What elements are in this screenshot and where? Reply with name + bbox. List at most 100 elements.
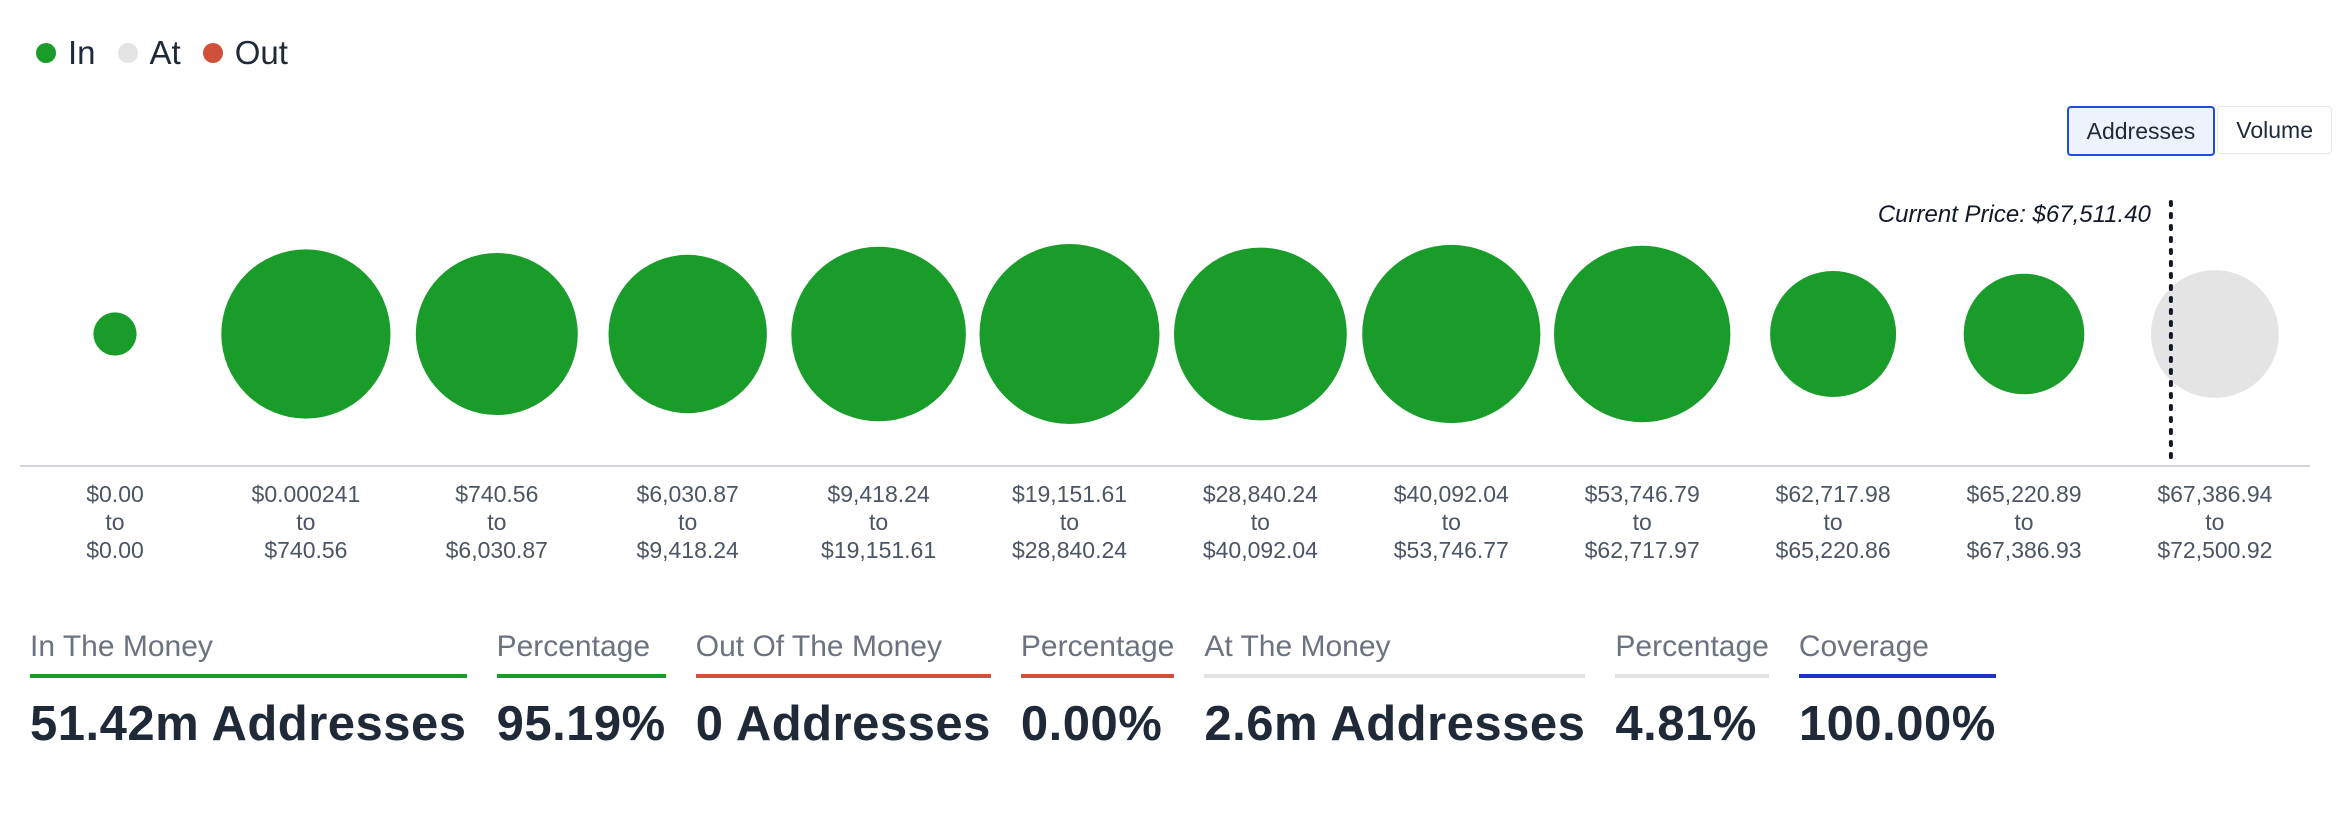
tick-to: $62,717.97 — [1585, 537, 1700, 563]
tick-from: $6,030.87 — [637, 481, 739, 507]
legend-dot-out — [202, 43, 223, 63]
tick-to-word: to — [105, 509, 124, 535]
stat-label: Percentage — [496, 630, 651, 663]
tick-to: $65,220.86 — [1776, 537, 1891, 563]
bubble-3[interactable] — [415, 253, 578, 415]
legend-item-in[interactable]: In — [36, 34, 96, 72]
x-tick-label: $0.000241 to $740.56 — [252, 481, 361, 563]
stat-label: Out Of The Money — [695, 630, 942, 663]
volume-button[interactable]: Volume — [2217, 106, 2332, 154]
stat-out-percentage: Percentage 0.00% — [1020, 630, 1175, 752]
tick-to: $0.00 — [86, 537, 144, 563]
bubble-8[interactable] — [1362, 244, 1541, 424]
tick-to-word: to — [1633, 509, 1652, 535]
x-tick-label: $53,746.79 to $62,717.97 — [1585, 481, 1700, 563]
x-tick-label: $65,220.89 to $67,386.93 — [1966, 481, 2081, 563]
stat-at-percentage: Percentage 4.81% — [1615, 630, 1769, 752]
stat-bar — [30, 674, 467, 678]
chart-legend: In At Out — [36, 34, 310, 72]
x-tick-label: $19,151.61 to $28,840.24 — [1012, 481, 1127, 563]
stat-at-the-money: At The Money 2.6m Addresses — [1204, 630, 1586, 752]
stats-row: In The Money 51.42m Addresses Percentage… — [30, 630, 2026, 752]
stat-value: 2.6m Addresses — [1204, 697, 1586, 751]
stat-in-percentage: Percentage 95.19% — [496, 630, 666, 752]
legend-label-out: Out — [234, 34, 288, 71]
tick-from: $19,151.61 — [1012, 481, 1127, 507]
x-tick-label: $9,418.24 to $19,151.61 — [821, 481, 936, 563]
tick-to-word: to — [1824, 509, 1843, 535]
tick-to: $9,418.24 — [637, 537, 740, 563]
x-tick-label: $62,717.98 to $65,220.86 — [1776, 481, 1891, 563]
x-tick-label: $0.00 to $0.00 — [86, 481, 144, 563]
legend-label-in: In — [68, 34, 96, 71]
stat-value: 0.00% — [1020, 697, 1163, 751]
stat-label: In The Money — [30, 630, 213, 663]
tick-to: $72,500.92 — [2157, 537, 2272, 563]
metric-toggle: Addresses Volume — [2065, 106, 2332, 156]
tick-to: $740.56 — [264, 537, 347, 563]
tick-to: $28,840.24 — [1012, 537, 1127, 563]
stat-label: Percentage — [1020, 630, 1175, 663]
stat-value: 0 Addresses — [695, 697, 991, 751]
tick-to: $40,092.04 — [1203, 537, 1318, 563]
tick-from: $40,092.04 — [1394, 481, 1509, 507]
bubble-1[interactable] — [93, 312, 137, 356]
tick-to-word: to — [2014, 509, 2033, 535]
stat-value: 51.42m Addresses — [30, 697, 467, 751]
tick-from: $53,746.79 — [1585, 481, 1700, 507]
tick-to-word: to — [296, 509, 315, 535]
tick-to-word: to — [678, 509, 697, 535]
bubble-2[interactable] — [221, 249, 391, 419]
bubble-10[interactable] — [1770, 271, 1897, 397]
legend-label-at: At — [149, 34, 181, 71]
tick-to: $19,151.61 — [821, 537, 936, 563]
x-tick-label: $6,030.87 to $9,418.24 — [637, 481, 740, 563]
x-tick-label: $28,840.24 to $40,092.04 — [1203, 481, 1318, 563]
tick-to: $53,746.77 — [1394, 537, 1509, 563]
bubble-7[interactable] — [1174, 247, 1347, 421]
stat-out-of-the-money: Out Of The Money 0 Addresses — [695, 630, 991, 752]
current-price-label: Current Price: $67,511.40 — [1878, 201, 2152, 228]
stat-label: At The Money — [1204, 630, 1391, 663]
tick-from: $28,840.24 — [1203, 481, 1318, 507]
stat-value: 95.19% — [496, 697, 666, 751]
x-tick-label: $67,386.94 to $72,500.92 — [2157, 481, 2272, 563]
stat-value: 4.81% — [1615, 697, 1757, 751]
tick-to-word: to — [1442, 509, 1461, 535]
bubble-9[interactable] — [1554, 245, 1731, 423]
stat-bar — [1615, 674, 1769, 678]
legend-dot-in — [36, 43, 56, 63]
bubble-4[interactable] — [608, 254, 767, 414]
stat-in-the-money: In The Money 51.42m Addresses — [30, 630, 467, 752]
tick-from: $0.000241 — [252, 481, 361, 507]
tick-from: $9,418.24 — [827, 481, 930, 507]
stat-bar — [1204, 674, 1586, 678]
stat-label: Coverage — [1798, 630, 1929, 663]
tick-from: $62,717.98 — [1776, 481, 1891, 507]
tick-from: $740.56 — [455, 481, 538, 507]
bubble-12[interactable] — [2151, 270, 2279, 398]
x-tick-label: $40,092.04 to $53,746.77 — [1394, 481, 1509, 563]
tick-to-word: to — [869, 509, 888, 535]
tick-from: $65,220.89 — [1966, 481, 2081, 507]
bubble-5[interactable] — [791, 246, 966, 422]
tick-to: $67,386.93 — [1966, 537, 2081, 563]
tick-from: $0.00 — [86, 481, 144, 507]
tick-to-word: to — [2205, 509, 2224, 535]
legend-item-out[interactable]: Out — [202, 34, 288, 72]
tick-from: $67,386.94 — [2157, 481, 2272, 507]
tick-to-word: to — [1060, 509, 1079, 535]
stat-label: Percentage — [1615, 630, 1769, 663]
stat-coverage: Coverage 100.00% — [1798, 630, 1996, 752]
stat-bar — [496, 674, 666, 678]
tick-to-word: to — [1251, 509, 1270, 535]
stat-bar — [695, 674, 991, 678]
bubble-chart: $0.00 to $0.00$0.000241 to $740.56$740.56 to $… — [20, 200, 2310, 563]
legend-item-at[interactable]: At — [117, 34, 181, 72]
addresses-button[interactable]: Addresses — [2066, 106, 2216, 156]
tick-to: $6,030.87 — [446, 537, 548, 563]
bubble-11[interactable] — [1963, 273, 2085, 395]
legend-dot-at — [117, 43, 138, 63]
tick-to-word: to — [487, 509, 506, 535]
bubble-6[interactable] — [979, 244, 1160, 424]
